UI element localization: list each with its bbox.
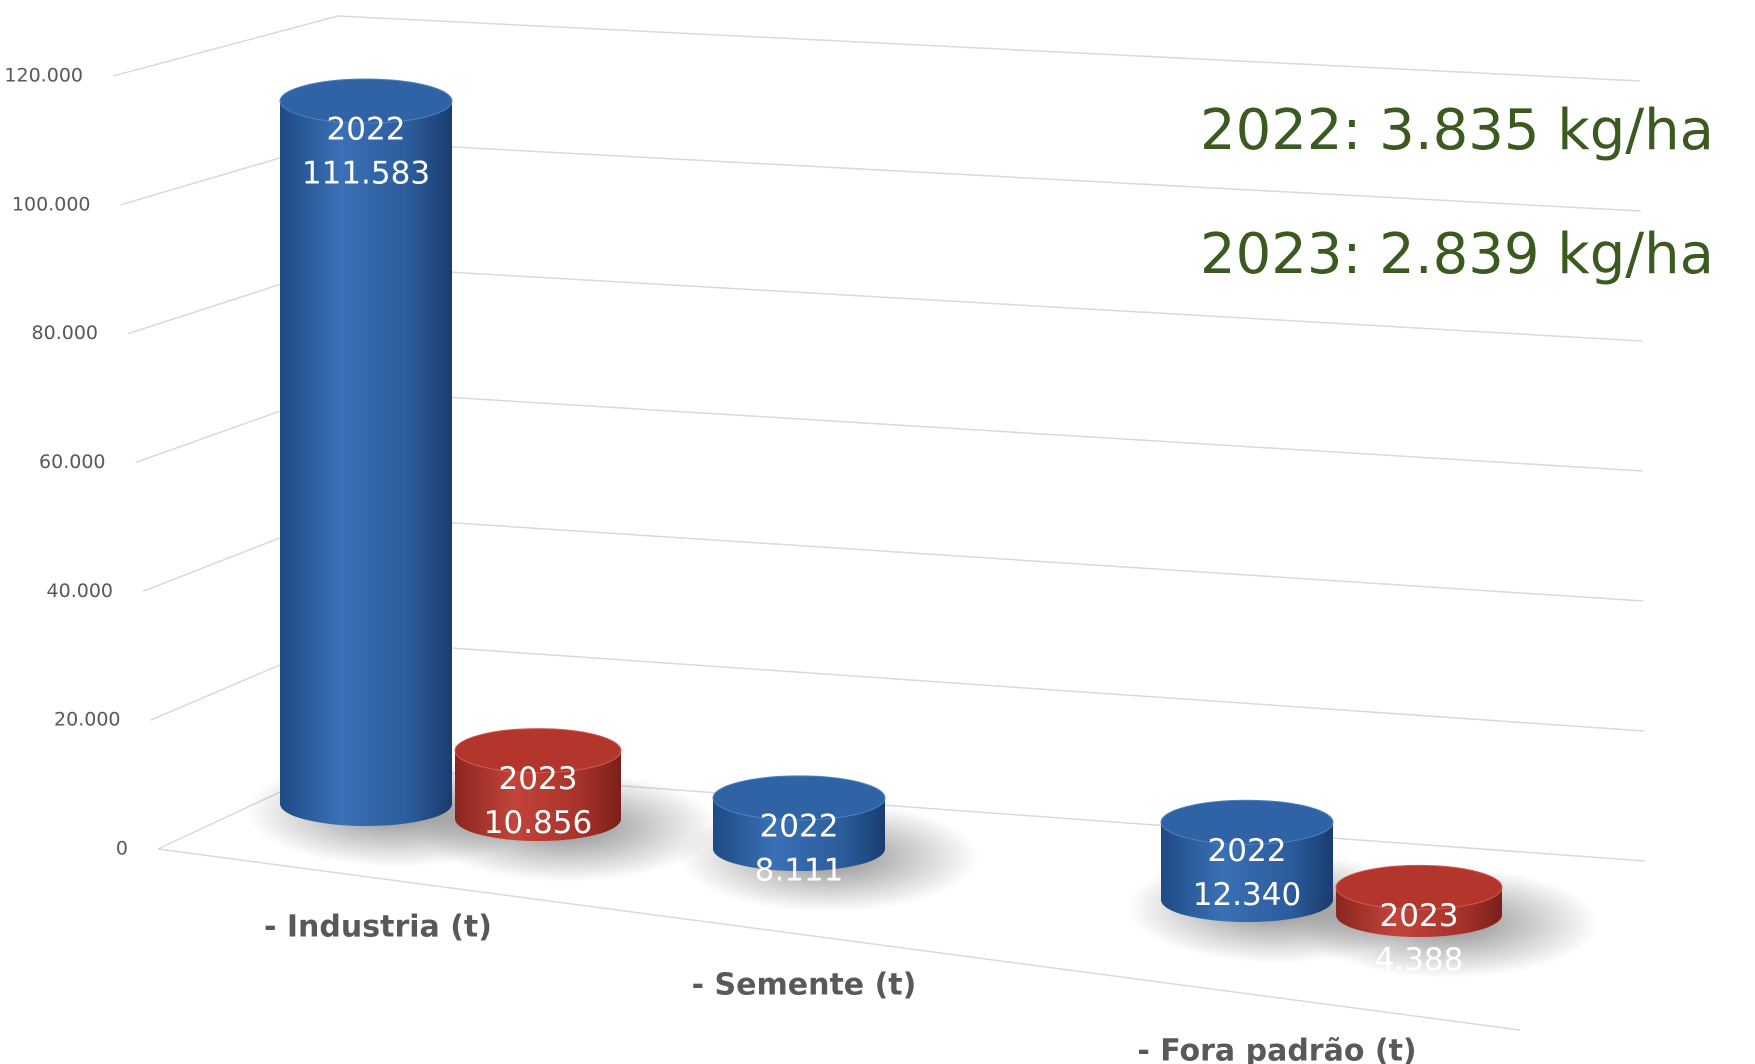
grid-line	[112, 15, 1641, 82]
plot: 0 20.000 40.000 60.000 80.000 100.000 120.000 -…	[4, 15, 1646, 1064]
y-tick-label: 80.000	[32, 322, 98, 344]
y-tick-label: 100.000	[12, 193, 91, 215]
annotation: 2023: 2.839 kg/ha	[1200, 222, 1714, 287]
data-label: 10.856	[484, 805, 592, 841]
bar	[1161, 822, 1333, 922]
data-label-series: 2023	[499, 761, 578, 797]
x-tick-label: - Fora padrão (t)	[1137, 1034, 1416, 1064]
data-label: 4.388	[1375, 942, 1464, 978]
y-tick-label: 60.000	[39, 451, 105, 473]
bar	[455, 750, 621, 841]
y-tick-label: 40.000	[47, 580, 113, 602]
data-label-series: 2023	[1380, 898, 1459, 934]
data-label-series: 2022	[760, 808, 839, 844]
bar	[280, 101, 452, 826]
y-tick-label: 0	[116, 838, 128, 860]
data-label-series: 2022	[1208, 833, 1287, 869]
data-label-series: 2022	[327, 112, 406, 148]
x-tick-label: - Industria (t)	[264, 910, 492, 945]
bar-top	[454, 728, 622, 774]
x-tick-label: - Semente (t)	[692, 968, 917, 1003]
y-tick-label: 20.000	[54, 709, 120, 731]
x-axis	[157, 848, 1521, 1031]
annotation: 2022: 3.835 kg/ha	[1200, 98, 1714, 163]
data-label: 111.583	[302, 156, 430, 192]
y-tick-label: 120.000	[4, 65, 83, 87]
bar-top	[279, 78, 453, 124]
data-label: 12.340	[1193, 877, 1301, 913]
data-label: 8.111	[755, 852, 844, 888]
bar-top	[1335, 864, 1503, 910]
bar-top	[1160, 799, 1334, 845]
bar-top	[712, 775, 886, 821]
